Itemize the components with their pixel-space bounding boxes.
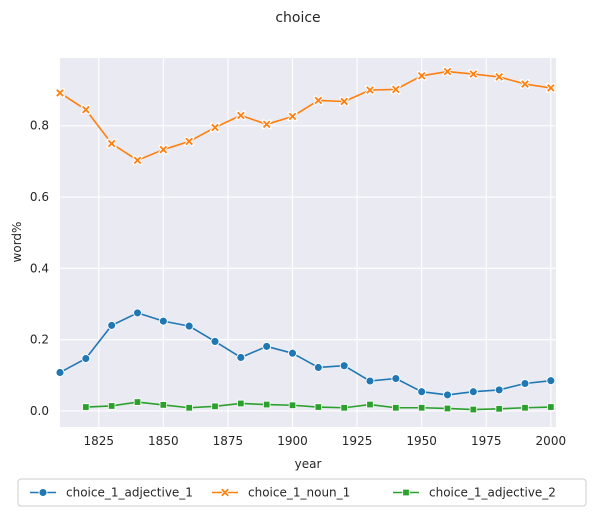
y-tick-label: 0.4 bbox=[30, 261, 49, 275]
data-point bbox=[366, 400, 374, 409]
data-point bbox=[313, 363, 323, 372]
data-point bbox=[158, 316, 168, 326]
x-tick-label: 1825 bbox=[83, 434, 114, 448]
data-point bbox=[236, 353, 246, 362]
data-point bbox=[313, 95, 324, 106]
data-point bbox=[133, 398, 142, 406]
data-point bbox=[547, 403, 555, 411]
series-choice_1_noun_1 bbox=[55, 66, 556, 166]
y-tick-label: 0.8 bbox=[30, 119, 49, 133]
grid bbox=[60, 58, 556, 427]
data-point bbox=[211, 402, 219, 411]
data-point bbox=[314, 403, 323, 411]
data-point bbox=[546, 376, 556, 386]
legend-entry: choice_1_adjective_1 bbox=[30, 486, 193, 500]
data-point bbox=[365, 376, 375, 386]
data-point bbox=[468, 387, 478, 397]
x-tick-label: 1975 bbox=[471, 434, 502, 448]
data-point bbox=[392, 404, 400, 412]
legend-label: choice_1_noun_1 bbox=[248, 486, 350, 500]
data-point bbox=[494, 71, 505, 82]
data-point bbox=[340, 404, 348, 412]
data-point bbox=[210, 122, 220, 133]
legend-entry: choice_1_noun_1 bbox=[212, 486, 350, 500]
series-choice_1_adjective_1 bbox=[55, 308, 556, 400]
data-point bbox=[185, 404, 193, 412]
data-point bbox=[262, 400, 271, 409]
legend-label: choice_1_adjective_1 bbox=[66, 486, 193, 500]
x-axis-ticks: 1825 1850 1875 1900 1925 1950 1975 2000 bbox=[83, 434, 566, 448]
x-tick-label: 2000 bbox=[536, 434, 567, 448]
data-point bbox=[365, 85, 375, 96]
data-point bbox=[288, 401, 297, 409]
data-point bbox=[417, 387, 427, 397]
data-point bbox=[158, 144, 169, 155]
data-point bbox=[494, 385, 504, 395]
data-point bbox=[184, 136, 195, 147]
data-point bbox=[261, 119, 272, 130]
data-point bbox=[262, 341, 272, 351]
data-point bbox=[390, 84, 401, 95]
data-point bbox=[521, 404, 529, 412]
data-point bbox=[184, 321, 194, 331]
legend-marker bbox=[402, 488, 410, 497]
data-point bbox=[495, 405, 503, 413]
data-point bbox=[159, 401, 168, 409]
data-point bbox=[55, 87, 65, 98]
data-point bbox=[443, 404, 452, 413]
data-point bbox=[107, 402, 116, 410]
data-point bbox=[520, 379, 530, 388]
chart-title: choice bbox=[275, 10, 320, 26]
data-point bbox=[210, 336, 220, 346]
y-tick-label: 0.2 bbox=[30, 333, 49, 347]
data-point bbox=[469, 405, 478, 414]
data-point bbox=[80, 104, 91, 115]
legend-marker bbox=[38, 488, 48, 497]
data-point bbox=[82, 403, 90, 411]
y-axis-ticks: 0.0 0.2 0.4 0.6 0.8 bbox=[30, 119, 49, 418]
y-axis-label: word% bbox=[10, 222, 24, 263]
y-tick-label: 0.0 bbox=[30, 404, 49, 418]
data-point bbox=[132, 155, 143, 166]
data-point bbox=[417, 404, 426, 412]
data-point bbox=[416, 70, 427, 81]
data-point bbox=[545, 82, 556, 93]
data-point bbox=[81, 354, 91, 363]
data-point bbox=[55, 368, 65, 377]
legend-entry: choice_1_adjective_2 bbox=[393, 486, 556, 500]
data-point bbox=[339, 361, 349, 371]
plot-area bbox=[60, 58, 556, 427]
data-point bbox=[287, 111, 298, 122]
data-point bbox=[339, 96, 350, 107]
legend-marker bbox=[220, 487, 230, 498]
x-tick-label: 1875 bbox=[213, 434, 244, 448]
data-point bbox=[391, 374, 401, 383]
x-tick-label: 1900 bbox=[277, 434, 308, 448]
y-tick-label: 0.6 bbox=[30, 190, 49, 204]
data-point bbox=[442, 66, 453, 77]
x-tick-label: 1850 bbox=[148, 434, 179, 448]
series-layer bbox=[55, 66, 556, 414]
x-axis-label: year bbox=[295, 457, 322, 471]
legend-label: choice_1_adjective_2 bbox=[429, 486, 556, 500]
series-choice_1_adjective_2 bbox=[82, 398, 555, 414]
legend: choice_1_adjective_1 choice_1_noun_1 choic… bbox=[17, 478, 587, 507]
legend-box bbox=[17, 478, 587, 507]
x-tick-label: 1950 bbox=[406, 434, 437, 448]
data-point bbox=[237, 399, 245, 408]
data-point bbox=[288, 348, 297, 358]
data-point bbox=[520, 79, 530, 90]
data-point bbox=[133, 308, 142, 318]
data-point bbox=[468, 69, 479, 80]
data-point bbox=[107, 320, 117, 330]
data-point bbox=[235, 110, 246, 121]
data-point bbox=[443, 390, 452, 400]
x-tick-label: 1925 bbox=[342, 434, 373, 448]
data-point bbox=[106, 138, 117, 149]
